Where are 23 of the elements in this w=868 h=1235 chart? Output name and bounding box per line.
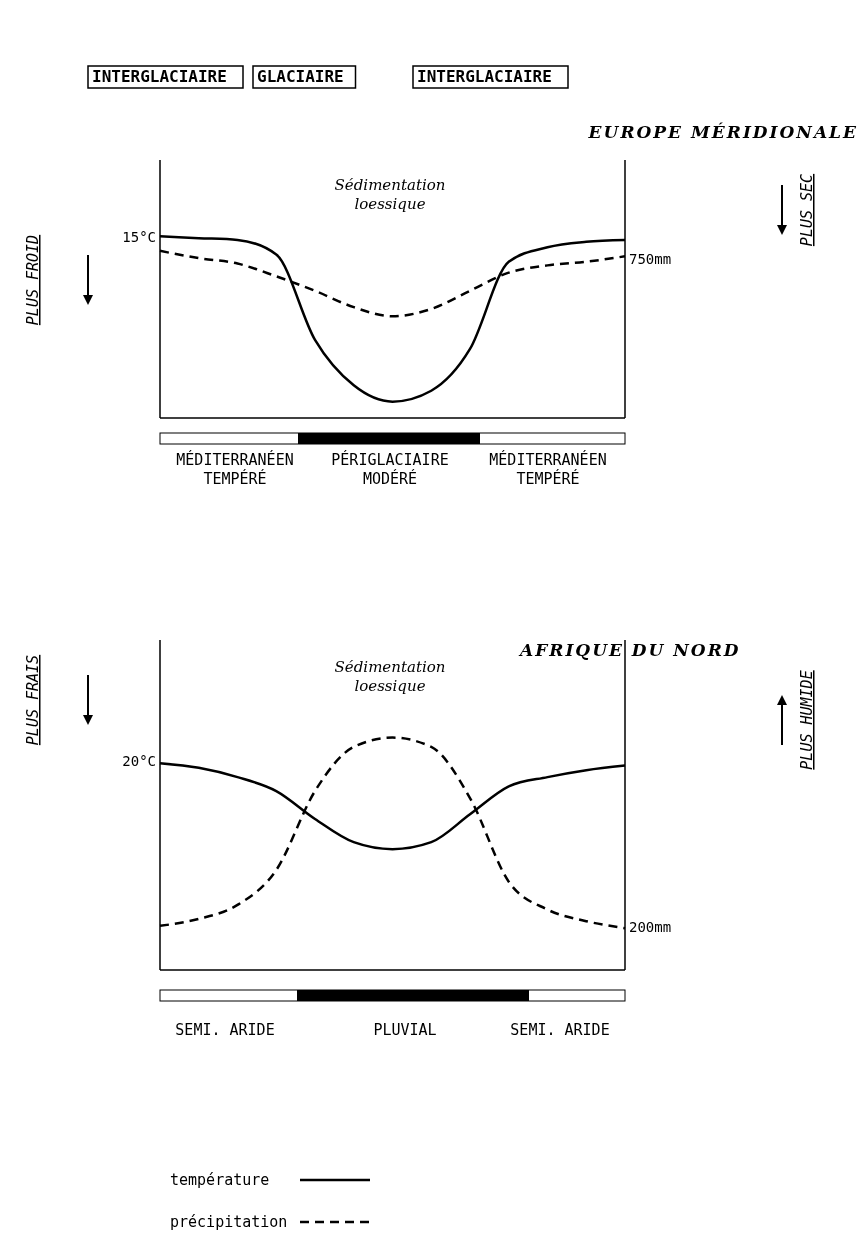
chart-title: AFRIQUE DU NORD xyxy=(518,640,741,660)
text: 750mm xyxy=(629,251,672,267)
text: 15°C xyxy=(122,229,156,245)
text: SEMI. ARIDE xyxy=(510,1021,610,1039)
text: PLUVIAL xyxy=(373,1021,437,1039)
legend-label: précipitation xyxy=(170,1213,288,1231)
text: Sédimentation loessique xyxy=(334,658,446,695)
text: PLUS SEC xyxy=(798,173,816,247)
text: PLUS FROID xyxy=(24,234,42,326)
legend-label: température xyxy=(170,1171,270,1189)
text: PÉRIGLACIAIRE MODÉRÉ xyxy=(331,450,449,488)
text: PLUS HUMIDE xyxy=(798,670,816,770)
text: 20°C xyxy=(122,753,156,769)
text: Sédimentation loessique xyxy=(334,176,446,213)
text: MÉDITERRANÉEN TEMPÉRÉ xyxy=(176,450,294,488)
text: MÉDITERRANÉEN TEMPÉRÉ xyxy=(489,450,607,488)
text: GLACIAIRE xyxy=(257,67,344,86)
text: SEMI. ARIDE xyxy=(175,1021,275,1039)
text: INTERGLACIAIRE xyxy=(92,67,227,86)
text: 200mm xyxy=(629,919,672,935)
text: INTERGLACIAIRE xyxy=(417,67,552,86)
text: PLUS FRAIS xyxy=(24,654,42,746)
text: EUROPE MÉRIDIONALE xyxy=(587,122,858,142)
